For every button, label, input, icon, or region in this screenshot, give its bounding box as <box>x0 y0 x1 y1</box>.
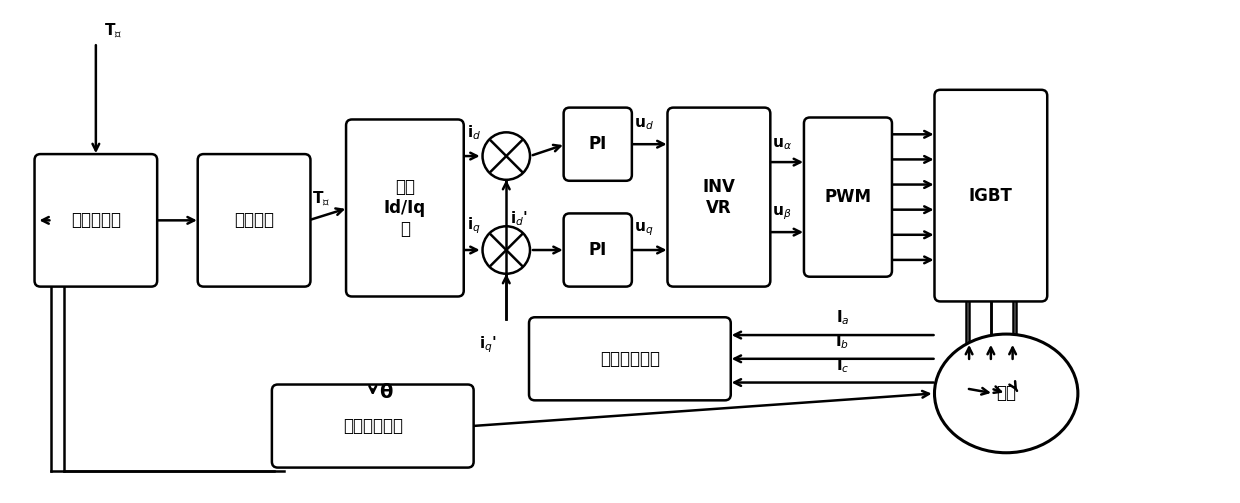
Text: u$_d$: u$_d$ <box>634 117 653 132</box>
FancyBboxPatch shape <box>35 154 157 287</box>
FancyBboxPatch shape <box>529 317 730 400</box>
Text: I$_c$: I$_c$ <box>836 356 849 375</box>
Text: I$_b$: I$_b$ <box>836 332 849 351</box>
Text: PI: PI <box>589 241 606 259</box>
Text: 电流转换单元: 电流转换单元 <box>600 350 660 368</box>
FancyBboxPatch shape <box>935 90 1048 301</box>
Text: u$_q$: u$_q$ <box>634 220 653 238</box>
Text: 扭矩修正: 扭矩修正 <box>234 211 274 229</box>
Text: i$_d$': i$_d$' <box>510 209 528 228</box>
Text: PI: PI <box>589 135 606 153</box>
Text: 电机: 电机 <box>996 384 1017 402</box>
Text: INV
VR: INV VR <box>702 178 735 216</box>
Text: 外特性查询: 外特性查询 <box>71 211 120 229</box>
FancyBboxPatch shape <box>197 154 310 287</box>
Text: u$_{\alpha}$: u$_{\alpha}$ <box>773 136 792 152</box>
FancyBboxPatch shape <box>564 213 632 287</box>
Text: T$_{需}$: T$_{需}$ <box>104 21 122 40</box>
FancyBboxPatch shape <box>346 120 464 296</box>
Text: PWM: PWM <box>825 188 872 206</box>
Text: 电流
Id/Iq
表: 电流 Id/Iq 表 <box>384 178 427 238</box>
Text: u$_{\beta}$: u$_{\beta}$ <box>773 205 792 222</box>
Ellipse shape <box>935 334 1078 453</box>
Text: 转速反馈单元: 转速反馈单元 <box>342 417 403 435</box>
Text: i$_q$: i$_q$ <box>466 216 480 236</box>
FancyBboxPatch shape <box>667 108 770 287</box>
Text: i$_d$: i$_d$ <box>466 124 481 142</box>
Text: T$_{执}$: T$_{执}$ <box>312 190 331 208</box>
Text: i$_q$': i$_q$' <box>479 334 496 355</box>
Text: I$_a$: I$_a$ <box>836 308 849 327</box>
Text: θ: θ <box>378 383 392 402</box>
FancyBboxPatch shape <box>804 118 892 277</box>
Text: IGBT: IGBT <box>968 187 1013 205</box>
FancyBboxPatch shape <box>272 384 474 468</box>
FancyBboxPatch shape <box>564 108 632 181</box>
